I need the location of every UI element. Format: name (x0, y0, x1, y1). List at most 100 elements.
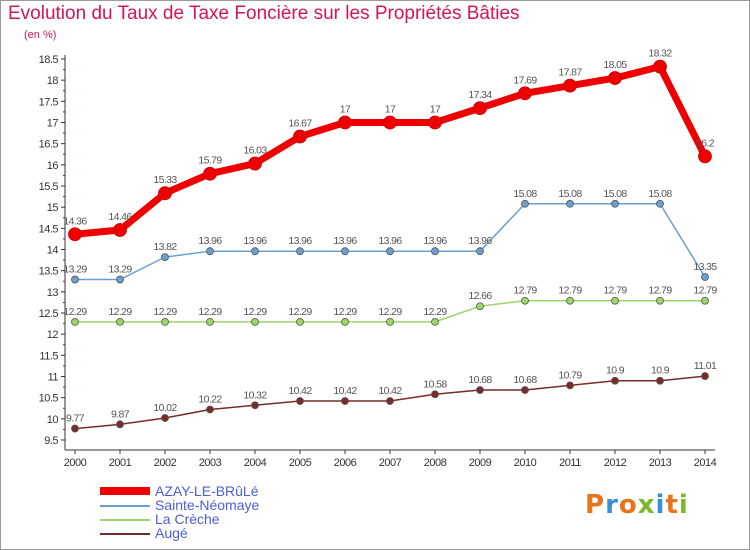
data-label-auge: 10.79 (558, 369, 582, 381)
legend-label-sainte-neomaye: Sainte-Néomaye (155, 497, 260, 513)
data-point-sainte-neomaye (341, 247, 349, 256)
data-point-auge (116, 420, 124, 429)
data-point-auge (386, 397, 394, 405)
data-label-azay: 15.33 (153, 174, 177, 186)
data-label-sainte-neomaye: 13.96 (333, 235, 357, 247)
data-point-auge (296, 397, 304, 405)
y-tick-label: 18 (47, 75, 59, 87)
y-tick-label: 12 (47, 329, 59, 341)
data-label-la-creche: 12.79 (603, 285, 627, 297)
data-label-auge: 10.02 (153, 402, 177, 414)
data-point-auge (566, 381, 574, 390)
data-point-azay (203, 166, 217, 181)
data-point-auge (251, 401, 259, 410)
data-point-la-creche (251, 317, 259, 326)
data-point-sainte-neomaye (161, 253, 169, 262)
data-label-auge: 10.42 (288, 385, 312, 397)
data-label-auge: 11.01 (694, 360, 717, 372)
y-tick-label: 17 (47, 118, 59, 130)
data-point-la-creche (71, 317, 79, 326)
x-tick-label: 2005 (289, 457, 312, 469)
data-label-auge: 10.42 (378, 385, 402, 397)
legend-swatch-sainte-neomaye (100, 505, 150, 507)
data-label-sainte-neomaye: 13.96 (378, 235, 402, 247)
y-tick-label: 10.5 (39, 393, 59, 405)
x-tick-label: 2014 (694, 457, 717, 469)
data-label-azay: 17.69 (513, 74, 537, 86)
data-label-sainte-neomaye: 15.08 (513, 188, 537, 200)
data-point-la-creche (431, 317, 439, 326)
data-label-azay: 18.32 (648, 48, 672, 60)
data-point-azay (518, 86, 532, 101)
data-point-sainte-neomaye (116, 275, 124, 284)
data-label-la-creche: 12.29 (198, 306, 222, 318)
data-point-azay (338, 115, 352, 130)
data-point-auge (611, 376, 619, 385)
data-label-sainte-neomaye: 13.96 (288, 235, 312, 247)
data-point-auge (521, 386, 529, 394)
data-label-sainte-neomaye: 13.29 (63, 264, 87, 276)
data-point-la-creche (701, 296, 709, 305)
data-point-auge (656, 376, 664, 385)
x-tick-label: 2002 (154, 457, 177, 469)
data-label-auge: 10.68 (468, 374, 492, 386)
data-point-azay (608, 71, 622, 85)
data-point-azay (248, 156, 262, 171)
y-tick-label: 10 (47, 414, 59, 426)
data-point-azay (563, 78, 577, 93)
y-tick-label: 14 (47, 245, 59, 257)
x-tick-label: 2008 (424, 457, 447, 469)
data-point-la-creche (521, 296, 529, 305)
data-label-azay: 14.36 (63, 215, 87, 227)
x-tick-label: 2003 (199, 457, 222, 469)
data-point-azay (68, 227, 82, 242)
data-point-sainte-neomaye (431, 247, 439, 256)
data-point-la-creche (476, 302, 484, 311)
data-label-azay: 18.05 (603, 59, 627, 71)
x-tick-label: 2004 (244, 457, 267, 469)
data-label-la-creche: 12.29 (423, 306, 447, 318)
data-label-auge: 10.68 (513, 374, 537, 386)
data-point-sainte-neomaye (611, 199, 619, 208)
data-point-la-creche (611, 296, 619, 305)
data-label-sainte-neomaye: 13.35 (693, 261, 717, 273)
y-tick-label: 11 (48, 372, 59, 384)
x-tick-label: 2009 (469, 457, 492, 469)
data-point-azay (473, 101, 487, 116)
data-label-auge: 10.58 (423, 378, 447, 390)
data-point-la-creche (656, 296, 664, 305)
data-label-auge: 10.42 (333, 385, 357, 397)
legend-label-la-creche: La Crèche (155, 511, 220, 527)
data-label-auge: 9.77 (66, 413, 85, 425)
data-point-la-creche (566, 296, 574, 305)
data-label-auge: 10.9 (651, 365, 670, 377)
data-point-auge (206, 405, 214, 414)
data-point-sainte-neomaye (71, 275, 79, 284)
data-label-la-creche: 12.29 (108, 306, 132, 318)
data-label-la-creche: 12.79 (648, 285, 672, 297)
data-point-auge (476, 386, 484, 394)
x-tick-label: 2012 (604, 457, 627, 469)
data-point-sainte-neomaye (521, 199, 529, 208)
legend-swatch-azay (100, 487, 150, 495)
data-point-la-creche (206, 317, 214, 326)
data-point-sainte-neomaye (476, 247, 484, 256)
legend-label-auge: Augé (155, 525, 188, 541)
chart-unit: (en %) (24, 29, 57, 41)
data-label-sainte-neomaye: 13.96 (468, 235, 492, 247)
data-label-la-creche: 12.79 (513, 285, 537, 297)
data-label-la-creche: 12.29 (378, 306, 402, 318)
y-tick-label: 14.5 (39, 223, 59, 235)
data-label-sainte-neomaye: 13.29 (108, 264, 132, 276)
proxiti-logo: Proxiti (585, 490, 689, 520)
data-label-sainte-neomaye: 13.82 (153, 241, 177, 253)
data-point-auge (701, 372, 709, 380)
data-label-sainte-neomaye: 13.96 (243, 235, 267, 247)
data-label-azay: 16.03 (243, 145, 267, 157)
data-point-la-creche (161, 317, 169, 326)
data-point-azay (293, 129, 307, 144)
data-label-la-creche: 12.29 (333, 306, 357, 318)
data-point-sainte-neomaye (656, 199, 664, 208)
series-line-azay (74, 63, 709, 238)
